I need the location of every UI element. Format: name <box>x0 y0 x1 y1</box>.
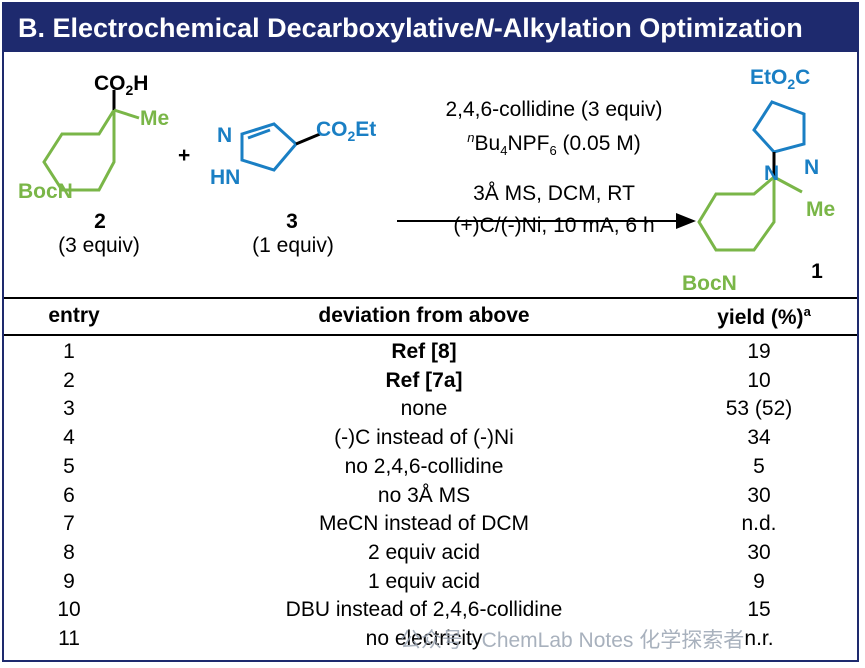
pyrazole-double-bond <box>247 128 271 140</box>
yield-cell: 30 <box>747 540 771 564</box>
table-row: 7 MeCN instead of DCM n.d. <box>4 512 857 540</box>
deviation-cell: no 3Å MS <box>377 483 471 507</box>
cond2-sub2: 6 <box>549 143 557 159</box>
condition-line-2: nBu4NPF6 (0.05 M) <box>404 130 704 158</box>
compound-2-structure <box>42 90 140 192</box>
header-yield-text: yield (%) <box>717 306 804 329</box>
bocn-label-1: BocN <box>682 272 737 295</box>
yield-cell: 53 (52) <box>725 397 793 421</box>
watermark: 公众号 · ChemLab Notes 化学探索者 <box>400 629 745 652</box>
compound-2-number: 2 <box>94 210 106 233</box>
pyrazole-ring-3 <box>240 122 299 172</box>
me-label-2: Me <box>140 107 169 130</box>
deviation-cell: Ref [8] <box>391 340 457 363</box>
header-yield-sup: a <box>803 304 811 319</box>
entry-cell: 9 <box>63 569 75 593</box>
table-row: 11 no electricity n.r. <box>4 627 857 655</box>
deviation-cell: (-)C instead of (-)Ni <box>334 426 514 450</box>
yield-cell: 30 <box>747 483 771 507</box>
condition-line-3: 3Å MS, DCM, RT <box>473 182 635 205</box>
title-prefix: B. Electrochemical Decarboxylative <box>18 12 475 43</box>
entry-cell: 3 <box>63 397 75 421</box>
deviation-cell: 1 equiv acid <box>367 569 481 593</box>
entry-cell: 10 <box>57 598 81 622</box>
yield-cell: 10 <box>747 368 771 392</box>
figure-frame: B. Electrochemical Decarboxylative N -Alk… <box>2 2 859 662</box>
piperidine-ring-1 <box>697 175 776 252</box>
co2et-label: CO2Et <box>316 118 376 144</box>
pyrazole-ring-1 <box>752 100 806 154</box>
table-header-rule <box>4 334 857 336</box>
yield-cell: n.d. <box>741 512 777 536</box>
plus-sign: + <box>178 144 190 167</box>
hn-label-3: HN <box>210 166 240 189</box>
entry-cell: 8 <box>63 540 75 564</box>
title-italic: N <box>474 12 494 43</box>
reaction-arrow-head <box>676 213 696 229</box>
yield-cell: 5 <box>753 454 765 478</box>
entry-cell: 6 <box>63 483 75 507</box>
yield-cell: 19 <box>747 340 771 363</box>
compound-3-structure <box>240 122 321 172</box>
deviation-cell: none <box>400 397 448 421</box>
table-top-rule <box>4 297 857 299</box>
me-bond-2 <box>113 108 140 120</box>
yield-cell: 15 <box>747 598 771 622</box>
entry-cell: 4 <box>63 426 75 450</box>
cond2-sub1: 4 <box>500 143 508 159</box>
co2et-bond <box>295 132 321 146</box>
table-row: 2 Ref [7a] 10 <box>4 369 857 397</box>
n-label-3: N <box>217 124 232 147</box>
me-label-1: Me <box>806 198 835 221</box>
reaction-scheme: CO2H Me BocN + N HN CO2Et EtO2C N <box>4 52 857 300</box>
table-row: 6 no 3Å MS 30 <box>4 484 857 512</box>
me-bond-1 <box>773 175 803 194</box>
table-row: 5 no 2,4,6-collidine 5 <box>4 455 857 483</box>
table-row: 10 DBU instead of 2,4,6-collidine 15 <box>4 598 857 626</box>
cond2-sup: n <box>467 130 475 145</box>
piperidine-ring-2 <box>42 109 116 192</box>
table-row: 4 (-)C instead of (-)Ni 34 <box>4 426 857 454</box>
deviation-cell: no electricity <box>365 627 483 650</box>
n-label-1b: N <box>804 156 819 179</box>
cond2-b: NPF <box>507 132 550 155</box>
product-1-number: 1 <box>811 260 823 283</box>
deviation-cell: Ref [7a] <box>385 368 463 392</box>
deviation-cell: no 2,4,6-collidine <box>344 454 504 478</box>
title-suffix: -Alkylation Optimization <box>493 12 803 43</box>
bocn-label-2: BocN <box>18 180 73 203</box>
entry-cell: 11 <box>58 627 80 650</box>
structures-svg: CO2H Me BocN + N HN CO2Et EtO2C N <box>18 66 835 295</box>
yield-cell: 34 <box>747 426 771 450</box>
table-row: 9 1 equiv acid 9 <box>4 570 857 598</box>
condition-line-1: 2,4,6-collidine (3 equiv) <box>445 98 663 121</box>
yield-cell: n.r. <box>744 627 774 650</box>
n-label-1: N <box>764 162 779 185</box>
reaction-arrow <box>397 220 681 222</box>
cond2-a: Bu <box>474 132 501 155</box>
deviation-cell: MeCN instead of DCM <box>318 512 530 536</box>
entry-cell: 2 <box>63 368 75 392</box>
cond2-c: (0.05 M) <box>556 132 641 155</box>
compound-3-number: 3 <box>286 210 298 233</box>
co2h-label: CO2H <box>94 72 148 98</box>
entry-cell: 5 <box>63 454 75 478</box>
product-1-structure <box>697 100 806 252</box>
entry-cell: 7 <box>63 512 75 536</box>
etoc-label: EtO2C <box>750 66 810 92</box>
compound-3-equiv: (1 equiv) <box>252 234 334 257</box>
header-entry: entry <box>48 304 100 327</box>
table-row: 1 Ref [8] 19 <box>4 340 857 368</box>
table-row: 8 2 equiv acid 30 <box>4 541 857 569</box>
compound-2-equiv: (3 equiv) <box>58 234 140 257</box>
header-yield: yield (%)a <box>694 304 834 330</box>
yield-cell: 9 <box>753 569 765 593</box>
table-row: 3 none 53 (52) <box>4 397 857 425</box>
condition-line-4: (+)C/(-)Ni, 10 mA, 6 h <box>453 214 655 237</box>
entry-cell: 1 <box>63 340 75 363</box>
figure-title: B. Electrochemical Decarboxylative N -Alk… <box>4 4 857 52</box>
deviation-cell: DBU instead of 2,4,6-collidine <box>285 598 563 622</box>
deviation-cell: 2 equiv acid <box>367 540 481 564</box>
header-deviation: deviation from above <box>318 304 530 327</box>
